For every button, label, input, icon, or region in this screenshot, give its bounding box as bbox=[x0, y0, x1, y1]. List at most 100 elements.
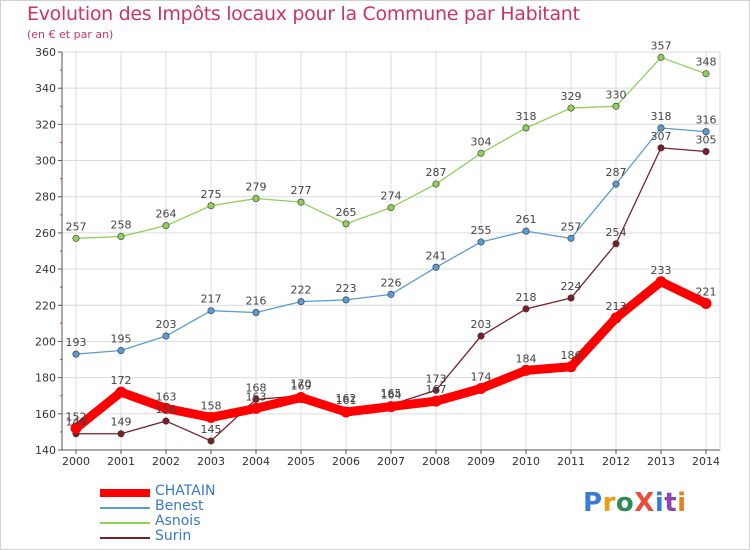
data-label-asnois: 258 bbox=[111, 219, 132, 232]
data-label-benest: 216 bbox=[246, 295, 267, 308]
data-label-benest: 203 bbox=[156, 318, 177, 331]
data-label-surin: 156 bbox=[156, 403, 177, 416]
data-label-asnois: 279 bbox=[246, 181, 267, 194]
data-point-chatain bbox=[70, 422, 82, 434]
data-point-asnois bbox=[702, 70, 710, 78]
data-point-surin bbox=[162, 417, 170, 425]
data-label-surin: 145 bbox=[201, 423, 222, 436]
data-label-surin: 162 bbox=[336, 392, 357, 405]
data-label-benest: 255 bbox=[471, 224, 492, 237]
legend-swatch-chatain bbox=[100, 489, 150, 497]
x-tick-label: 2002 bbox=[152, 455, 180, 468]
data-label-asnois: 287 bbox=[426, 166, 447, 179]
data-point-asnois bbox=[522, 124, 530, 132]
data-point-surin bbox=[567, 294, 575, 302]
y-tick-label: 180 bbox=[35, 372, 56, 385]
data-label-benest: 287 bbox=[606, 166, 627, 179]
data-label-benest: 223 bbox=[336, 282, 357, 295]
data-label-surin: 149 bbox=[66, 416, 87, 429]
data-point-benest bbox=[702, 128, 710, 136]
x-tick-label: 2010 bbox=[512, 455, 540, 468]
chart-title: Evolution des Impôts locaux pour la Comm… bbox=[27, 3, 580, 25]
data-point-surin bbox=[702, 148, 710, 156]
data-label-benest: 318 bbox=[651, 110, 672, 123]
y-tick-label: 160 bbox=[35, 408, 56, 421]
x-tick-label: 2009 bbox=[467, 455, 495, 468]
x-tick-label: 2011 bbox=[557, 455, 585, 468]
x-tick-label: 2001 bbox=[107, 455, 135, 468]
data-label-chatain: 186 bbox=[561, 349, 582, 362]
data-point-benest bbox=[117, 346, 125, 354]
data-point-benest bbox=[207, 307, 215, 315]
data-label-surin: 224 bbox=[561, 280, 582, 293]
data-label-benest: 241 bbox=[426, 249, 447, 262]
data-label-surin: 149 bbox=[111, 416, 132, 429]
data-point-asnois bbox=[567, 104, 575, 112]
data-label-surin: 218 bbox=[516, 291, 537, 304]
data-label-chatain: 221 bbox=[696, 285, 717, 298]
data-point-surin bbox=[522, 305, 530, 313]
legend-swatch-benest bbox=[100, 507, 150, 509]
data-label-surin: 173 bbox=[426, 372, 447, 385]
data-label-chatain: 174 bbox=[471, 370, 492, 383]
data-label-benest: 257 bbox=[561, 220, 582, 233]
data-label-asnois: 264 bbox=[156, 208, 177, 221]
data-point-benest bbox=[432, 263, 440, 271]
axis-layer: 140 160 180 200 220 240 260 280 300 320 340 360 2000… bbox=[35, 46, 720, 468]
legend-swatch-surin bbox=[100, 537, 150, 539]
logo-letter: X bbox=[634, 488, 655, 518]
data-point-benest bbox=[162, 332, 170, 340]
data-point-chatain bbox=[520, 364, 532, 376]
data-label-asnois: 348 bbox=[696, 56, 717, 69]
data-point-asnois bbox=[387, 204, 395, 212]
y-tick-label: 280 bbox=[35, 191, 56, 204]
data-label-benest: 316 bbox=[696, 114, 717, 127]
data-point-asnois bbox=[657, 53, 665, 61]
data-label-chatain: 184 bbox=[516, 352, 537, 365]
logo-letter: o bbox=[615, 488, 635, 518]
x-tick-label: 2000 bbox=[62, 455, 90, 468]
data-point-benest bbox=[657, 124, 665, 132]
data-point-asnois bbox=[297, 198, 305, 206]
data-point-chatain bbox=[295, 392, 307, 404]
data-point-surin bbox=[252, 395, 260, 403]
data-label-asnois: 318 bbox=[516, 110, 537, 123]
logo-letter: i bbox=[654, 488, 665, 518]
data-label-chatain: 164 bbox=[381, 389, 402, 402]
data-label-benest: 193 bbox=[66, 336, 87, 349]
data-label-chatain: 163 bbox=[246, 390, 267, 403]
data-point-benest bbox=[387, 290, 395, 298]
data-point-chatain bbox=[655, 276, 667, 288]
x-tick-label: 2014 bbox=[692, 455, 720, 468]
data-label-chatain: 158 bbox=[201, 399, 222, 412]
data-point-benest bbox=[297, 298, 305, 306]
data-point-chatain bbox=[610, 312, 622, 324]
data-point-asnois bbox=[432, 180, 440, 188]
legend-label-chatain: CHATAIN bbox=[155, 483, 216, 499]
data-point-benest bbox=[342, 296, 350, 304]
proxiti-logo[interactable]: ProXiti bbox=[583, 488, 687, 518]
x-tick-label: 2006 bbox=[332, 455, 360, 468]
data-point-surin bbox=[432, 386, 440, 394]
legend-label-benest: Benest bbox=[155, 498, 204, 514]
series-layer bbox=[70, 53, 712, 445]
data-label-asnois: 277 bbox=[291, 184, 312, 197]
y-tick-label: 140 bbox=[35, 444, 56, 457]
data-label-chatain: 163 bbox=[156, 390, 177, 403]
data-label-benest: 226 bbox=[381, 276, 402, 289]
data-point-chatain bbox=[385, 401, 397, 413]
data-label-surin: 305 bbox=[696, 134, 717, 147]
data-label-surin: 168 bbox=[246, 381, 267, 394]
data-label-surin: 165 bbox=[381, 387, 402, 400]
data-label-layer: 257 258 264 275 279 277 265 274 287 304 318 329 330 3… bbox=[66, 39, 717, 436]
data-label-surin: 203 bbox=[471, 318, 492, 331]
data-point-chatain bbox=[340, 406, 352, 418]
data-label-asnois: 274 bbox=[381, 190, 402, 203]
data-label-surin: 307 bbox=[651, 130, 672, 143]
data-point-benest bbox=[72, 350, 80, 358]
data-point-asnois bbox=[207, 202, 215, 210]
data-point-asnois bbox=[72, 234, 80, 242]
y-tick-label: 320 bbox=[35, 118, 56, 131]
data-point-benest bbox=[252, 309, 260, 317]
data-label-benest: 222 bbox=[291, 284, 312, 297]
